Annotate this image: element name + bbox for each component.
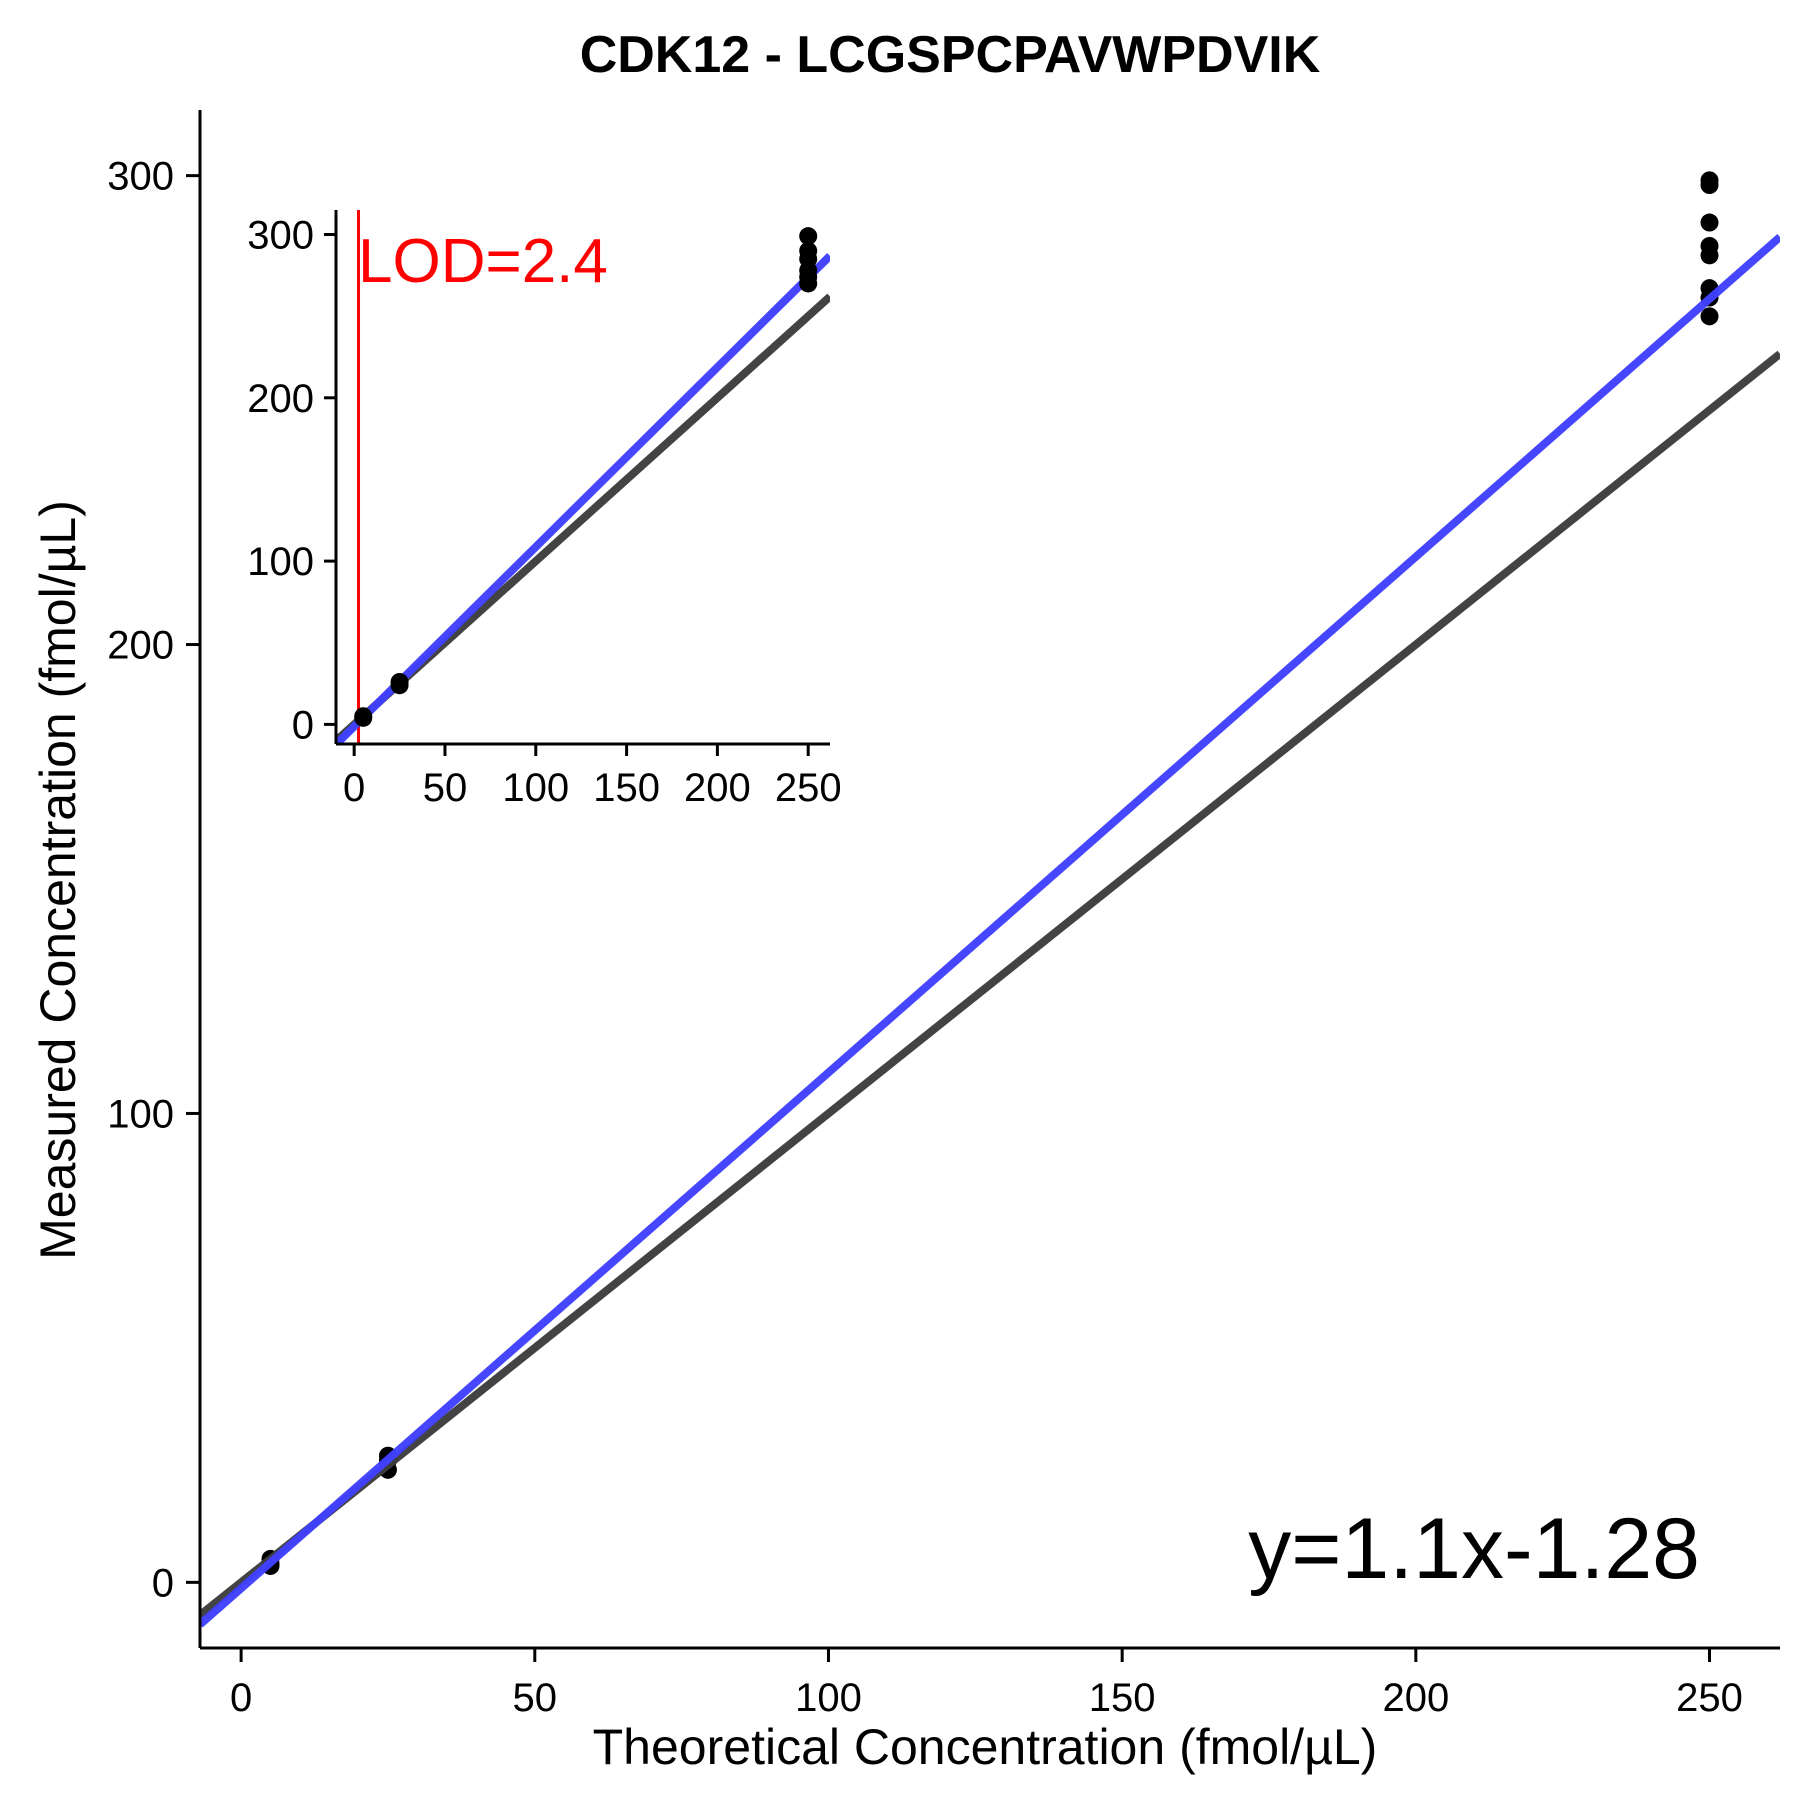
main-data-point <box>1700 171 1719 190</box>
main-y-tick-label: 100 <box>107 1092 174 1136</box>
inset-x-tick-label: 250 <box>775 766 842 810</box>
inset-fit-line <box>336 253 830 744</box>
inset-plot: 0 50 100 150 200 250 0 100 200 300 <box>247 210 842 810</box>
inset-y-tick-label: 100 <box>247 540 314 584</box>
inset-data-point <box>390 676 409 695</box>
inset-y-tick-label: 200 <box>247 377 314 421</box>
inset-x-tick-label: 0 <box>343 766 365 810</box>
inset-points <box>354 227 818 727</box>
inset-y-tick-label: 300 <box>247 213 314 257</box>
main-data-point <box>1700 246 1719 265</box>
inset-plot-area <box>336 210 830 744</box>
fit-equation-label: y=1.1x-1.28 <box>1248 1501 1700 1597</box>
inset-x-tick-label: 200 <box>684 766 751 810</box>
inset-data-point <box>354 707 373 726</box>
inset-x-tick-label: 100 <box>502 766 569 810</box>
main-y-tick-label: 300 <box>107 155 174 199</box>
y-axis-title: Measured Concentration (fmol/µL) <box>30 500 86 1260</box>
main-x-tick-label: 0 <box>230 1676 252 1720</box>
main-x-tick-label: 200 <box>1382 1676 1449 1720</box>
main-data-point <box>1700 307 1719 326</box>
main-plot-area <box>200 171 1780 1628</box>
inset-lines <box>336 253 830 744</box>
lod-label: LOD=2.4 <box>358 227 608 296</box>
main-lines <box>200 233 1780 1628</box>
main-x-tick-label: 250 <box>1676 1676 1743 1720</box>
inset-x-tick-label: 50 <box>423 766 468 810</box>
main-y-tick-label: 200 <box>107 624 174 668</box>
chart-title: CDK12 - LCGSPCPAVWPDVIK <box>580 26 1321 84</box>
main-identity-line <box>200 350 1780 1619</box>
inset-x-tick-label: 150 <box>593 766 660 810</box>
main-plot: 0 50 100 150 200 250 0 100 200 300 <box>107 110 1780 1720</box>
main-x-tick-label: 50 <box>513 1676 558 1720</box>
main-fit-line <box>200 233 1780 1628</box>
inset-data-point <box>799 274 818 293</box>
inset-data-point <box>799 227 818 246</box>
x-axis-title: Theoretical Concentration (fmol/µL) <box>593 1719 1378 1775</box>
main-x-tick-label: 150 <box>1089 1676 1156 1720</box>
main-y-tick-label: 0 <box>152 1561 174 1605</box>
main-data-point <box>1700 213 1719 232</box>
inset-y-tick-label: 0 <box>292 703 314 747</box>
main-x-tick-label: 100 <box>795 1676 862 1720</box>
